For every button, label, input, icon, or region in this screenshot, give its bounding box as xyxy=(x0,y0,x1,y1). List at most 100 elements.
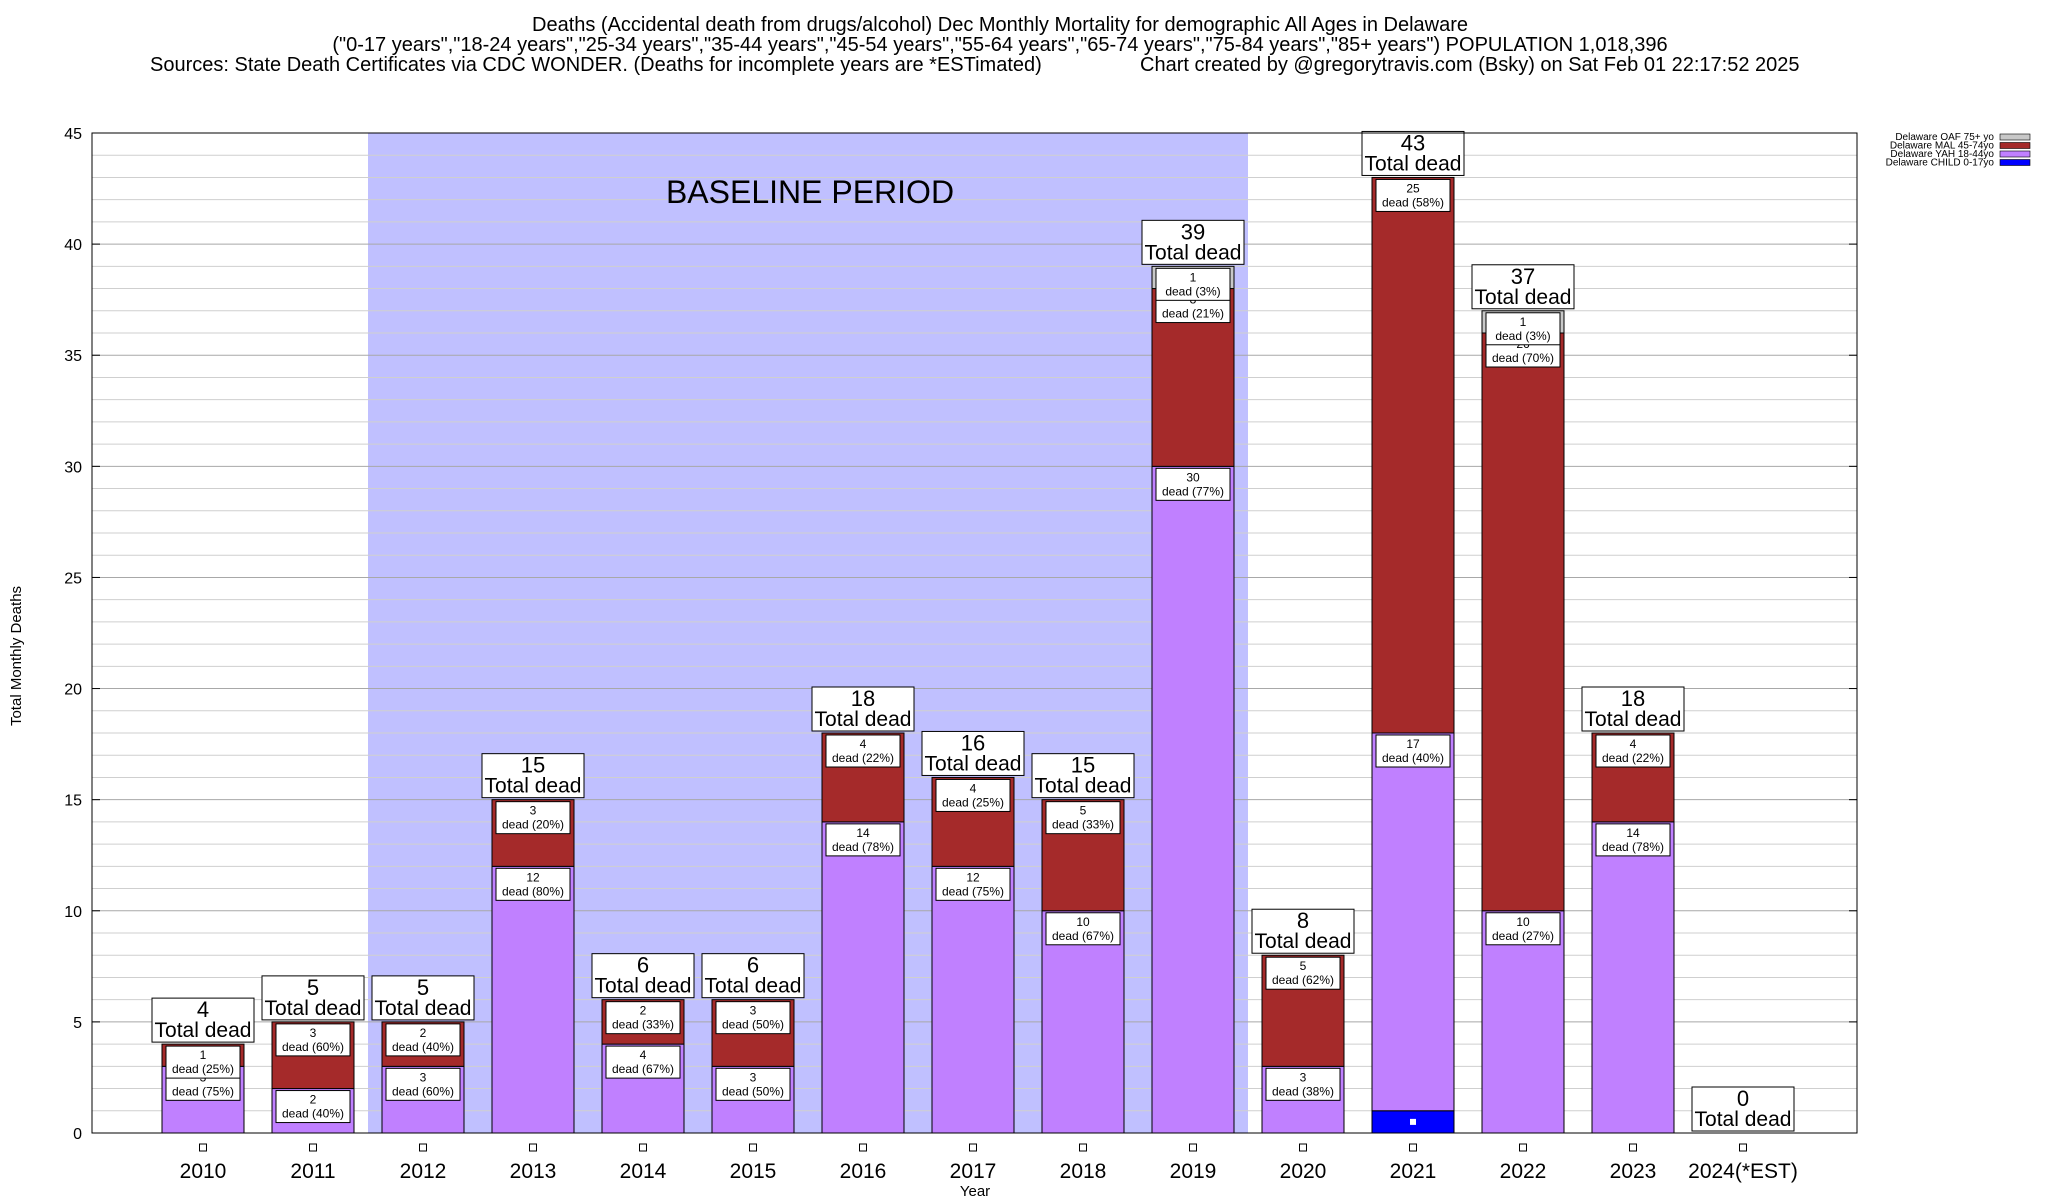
bar-segment-yah xyxy=(1481,910,1565,1134)
x-tick-marker xyxy=(419,1143,427,1152)
segment-label-box xyxy=(605,1045,681,1079)
total-label-count: 6 xyxy=(747,953,759,978)
y-tick-label: 20 xyxy=(64,682,82,699)
x-tick-marker xyxy=(529,1143,537,1152)
x-tick-marker xyxy=(199,1143,207,1152)
x-tick-label: 2010 xyxy=(180,1160,227,1183)
total-label-box xyxy=(1361,130,1465,176)
segment-label-count: 4 xyxy=(1630,737,1637,751)
bar-segment-mal xyxy=(1481,332,1565,912)
y-tick-label: 40 xyxy=(64,237,82,254)
segment-label-box xyxy=(935,778,1011,812)
segment-label-box xyxy=(1595,823,1671,857)
segment-label-pct: dead (58%) xyxy=(1382,195,1444,209)
total-label-word: Total dead xyxy=(1365,152,1462,175)
total-label-box xyxy=(151,997,255,1043)
total-label-word: Total dead xyxy=(265,997,362,1020)
x-tick-marker xyxy=(1409,1143,1417,1152)
segment-label-pct: dead (50%) xyxy=(722,1018,784,1032)
segment-label-count: 2 xyxy=(640,1004,647,1018)
segment-label-pct: dead (40%) xyxy=(282,1107,344,1121)
y-tick-label: 25 xyxy=(64,570,82,587)
segment-label-count: 3 xyxy=(750,1070,757,1084)
total-label-box xyxy=(1471,264,1575,310)
total-label-word: Total dead xyxy=(155,1019,252,1042)
segment-label-box xyxy=(1155,267,1231,301)
x-tick-marker xyxy=(639,1143,647,1152)
segment-label-pct: dead (3%) xyxy=(1495,329,1550,343)
total-label-count: 18 xyxy=(1621,686,1645,711)
segment-label-count: 1 xyxy=(1190,270,1197,284)
chart-credit-line: Chart created by @gregorytravis.com (Bsk… xyxy=(1140,54,1800,76)
legend-entry-label: Delaware MAL 45-74yo xyxy=(1890,141,1995,152)
x-tick-label: 2011 xyxy=(290,1160,335,1183)
x-tick-marker xyxy=(1519,1143,1527,1152)
x-tick-marker xyxy=(1079,1143,1087,1152)
legend-entry-swatch xyxy=(1999,150,2031,158)
segment-label-pct: dead (38%) xyxy=(1272,1084,1334,1098)
segment-label-count: 5 xyxy=(1300,959,1307,973)
total-label-word: Total dead xyxy=(925,752,1022,775)
x-tick-marker xyxy=(969,1143,977,1152)
y-tick-label: 5 xyxy=(73,1015,82,1032)
segment-label-box xyxy=(1595,734,1671,768)
segment-label-count: 17 xyxy=(1406,737,1420,751)
segment-label-pct: dead (62%) xyxy=(1272,973,1334,987)
y-tick-label: 15 xyxy=(64,793,82,810)
y-tick-label: 35 xyxy=(64,348,82,365)
x-tick-marker xyxy=(859,1143,867,1152)
total-label-word: Total dead xyxy=(1255,930,1352,953)
segment-label-count: 12 xyxy=(526,870,540,884)
bar-segment-yah xyxy=(1151,465,1235,1134)
segment-label-box xyxy=(385,1023,461,1057)
total-label-count: 0 xyxy=(1737,1086,1749,1111)
x-tick-label: 2022 xyxy=(1500,1160,1547,1183)
segment-label-pct: dead (33%) xyxy=(1052,818,1114,832)
bar-segment-yah xyxy=(1371,732,1455,1112)
total-label-box xyxy=(701,953,805,999)
total-label-count: 4 xyxy=(197,997,209,1022)
segment-label-pct: dead (67%) xyxy=(1052,929,1114,943)
x-axis-label: Year xyxy=(960,1183,990,1200)
segment-label-pct: dead (70%) xyxy=(1492,351,1554,365)
segment-label-box xyxy=(275,1023,351,1057)
y-tick-label: 0 xyxy=(73,1126,82,1143)
x-tick-label: 2014 xyxy=(620,1160,667,1183)
total-label-word: Total dead xyxy=(815,708,912,731)
x-tick-label: 2015 xyxy=(730,1160,777,1183)
segment-label-count: 2 xyxy=(420,1026,427,1040)
segment-label-box xyxy=(1485,312,1561,346)
total-label-word: Total dead xyxy=(705,975,802,998)
segment-label-count: 12 xyxy=(966,870,980,884)
segment-label-box xyxy=(825,734,901,768)
segment-label-pct: dead (78%) xyxy=(1602,840,1664,854)
segment-label-box xyxy=(1045,801,1121,835)
segment-label-pct: dead (22%) xyxy=(832,751,894,765)
segment-label-count: 3 xyxy=(530,804,537,818)
segment-label-count: 14 xyxy=(1626,826,1640,840)
segment-label-box xyxy=(1155,467,1231,501)
x-tick-label: 2012 xyxy=(400,1160,447,1183)
total-label-count: 39 xyxy=(1181,219,1205,244)
x-tick-label: 2017 xyxy=(950,1160,997,1183)
chart-sources-line: Sources: State Death Certificates via CD… xyxy=(150,54,1042,76)
segment-label-count: 4 xyxy=(970,781,977,795)
total-label-word: Total dead xyxy=(1695,1108,1792,1131)
total-label-count: 43 xyxy=(1401,130,1425,155)
segment-label-box xyxy=(495,867,571,901)
segment-label-count: 2 xyxy=(310,1093,317,1107)
segment-label-pct: dead (22%) xyxy=(1602,751,1664,765)
total-label-word: Total dead xyxy=(1585,708,1682,731)
bar-segment-yah xyxy=(1041,910,1125,1134)
segment-label-pct: dead (25%) xyxy=(942,795,1004,809)
x-tick-label: 2023 xyxy=(1610,1160,1657,1183)
total-label-box xyxy=(591,953,695,999)
x-tick-marker xyxy=(749,1143,757,1152)
legend-entry-swatch xyxy=(1999,159,2031,166)
legend-entry-swatch xyxy=(1999,142,2031,149)
total-label-count: 6 xyxy=(637,953,649,978)
x-tick-marker xyxy=(309,1143,317,1152)
bar-segment-yah xyxy=(1591,821,1675,1134)
y-tick-label: 30 xyxy=(64,459,82,476)
